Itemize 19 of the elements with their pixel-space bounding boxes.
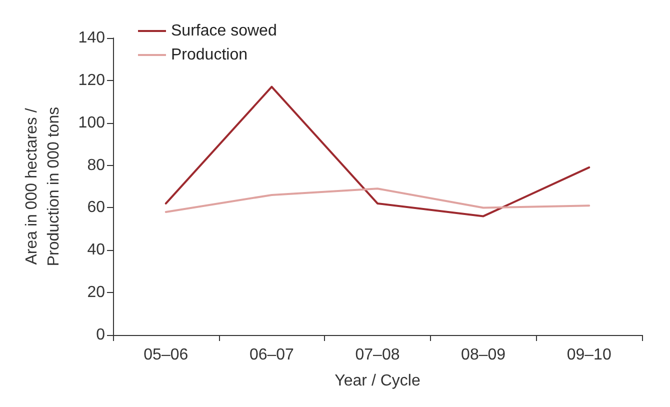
x-tick-label: 08–09 <box>461 346 506 364</box>
x-tick-label: 05–06 <box>144 346 188 364</box>
y-tick-label: 60 <box>87 199 106 216</box>
legend-label: Surface sowed <box>171 22 277 40</box>
y-tick-label: 20 <box>87 284 106 302</box>
y-axis-title: Area in 000 hectares / Production in 000 tons <box>24 106 62 266</box>
y-tick-label: 0 <box>96 326 106 344</box>
y-tick-label: 100 <box>78 114 106 132</box>
line-series <box>164 86 590 218</box>
line-series <box>164 188 590 213</box>
x-axis-title: Year / Cycle <box>334 372 420 390</box>
legend-label: Production <box>171 46 248 64</box>
y-tick-label: 120 <box>78 72 106 89</box>
y-tick-label: 40 <box>87 242 106 259</box>
x-tick-label: 06–07 <box>249 346 294 364</box>
y-tick-label: 80 <box>87 156 106 174</box>
y-tick-label: 140 <box>78 30 106 46</box>
x-tick-label: 09–10 <box>566 346 612 364</box>
x-tick-label: 07–08 <box>355 346 400 364</box>
